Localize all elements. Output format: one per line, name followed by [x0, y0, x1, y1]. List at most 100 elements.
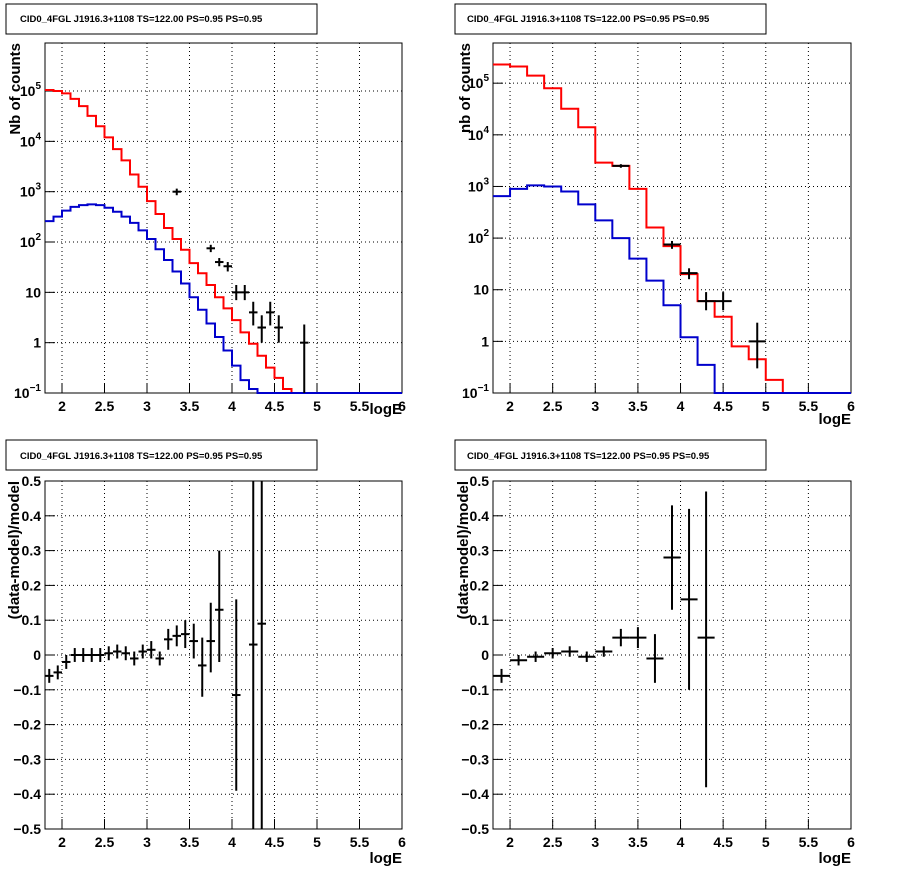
data-point: [206, 244, 215, 253]
x-tick-label: 3: [143, 834, 151, 850]
x-tick-label: 5: [762, 398, 770, 414]
y-tick-labels: 10−1 1 10 102 103 104 105: [462, 73, 489, 401]
data-point: [53, 665, 62, 680]
x-tick-label: 4: [228, 398, 236, 414]
x-tick-label: 6: [398, 398, 406, 414]
x-tick-label: 2: [58, 834, 66, 850]
data-point: [104, 646, 113, 661]
y-tick-label: 0: [481, 647, 489, 663]
y-tick-label: 0: [33, 647, 41, 663]
plot-title: CID0_4FGL J1916.3+1108 TS=122.00 PS=0.95…: [467, 451, 710, 462]
x-tick-label: 3: [143, 398, 151, 414]
x-tick-label: 4: [228, 834, 236, 850]
plot-title: CID0_4FGL J1916.3+1108 TS=122.00 PS=0.95…: [20, 451, 263, 462]
data-point: [578, 651, 596, 662]
x-axis-label: logE: [819, 850, 852, 867]
data-point: [612, 628, 630, 647]
data-point: [257, 315, 266, 343]
y-tick-labels: −0.5 −0.4 −0.3 −0.2 −0.1 0 0.1 0.2 0.3 0.4 0.5: [461, 473, 489, 837]
x-tick-label: 2: [506, 834, 514, 850]
x-tick-label: 6: [847, 398, 855, 414]
y-tick-label: 104: [468, 125, 490, 143]
data-point: [198, 637, 207, 697]
x-tick-label: 5: [313, 834, 321, 850]
data-point: [130, 651, 139, 666]
grid: [45, 43, 403, 394]
panel-counts-right: CID0_4FGL J1916.3+1108 TS=122.00 PS=0.95…: [454, 3, 855, 428]
x-tick-labels: 2 2.5 3 3.5 4 4.5 5 5.5 6: [58, 398, 406, 414]
data-point: [164, 628, 173, 650]
x-tick-label: 4.5: [265, 398, 285, 414]
y-tick-label: −0.3: [461, 751, 489, 767]
y-tick-label: −0.4: [461, 786, 489, 802]
data-point: [249, 301, 258, 326]
y-tick-label: 10: [25, 284, 41, 300]
data-point: [697, 491, 715, 788]
y-tick-label: 105: [20, 81, 42, 99]
x-tick-label: 5.5: [799, 834, 819, 850]
data-point: [96, 648, 105, 662]
y-axis-label: (data-model)/model: [6, 481, 23, 619]
data-point: [249, 481, 258, 829]
data-point: [274, 315, 283, 343]
data-point: [62, 655, 71, 669]
y-tick-label: 105: [468, 73, 490, 91]
y-tick-label: 0.4: [22, 508, 42, 524]
y-tick-label: 1: [33, 335, 41, 351]
plot-frame: [492, 42, 852, 394]
panel-residuals-left: CID0_4FGL J1916.3+1108 TS=122.00 PS=0.95…: [5, 439, 406, 867]
data-point: [629, 627, 647, 649]
x-tick-labels: 2 2.5 3 3.5 4 4.5 5 5.5 6: [506, 834, 855, 850]
x-tick-label: 5.5: [350, 398, 370, 414]
data-point: [172, 625, 181, 647]
data-point: [510, 655, 528, 666]
y-tick-label: 10−1: [14, 383, 41, 401]
data-point: [748, 322, 766, 369]
y-tick-label: 104: [20, 131, 42, 149]
data-point: [155, 651, 164, 666]
x-tick-label: 2: [58, 398, 66, 414]
y-tick-label: 0.2: [22, 577, 42, 593]
y-tick-label: 0.3: [470, 543, 490, 559]
y-tick-label: −0.1: [13, 682, 41, 698]
panel-residuals-right: CID0_4FGL J1916.3+1108 TS=122.00 PS=0.95…: [454, 439, 855, 867]
x-tick-label: 4.5: [713, 398, 733, 414]
data-point: [181, 620, 190, 649]
data-point: [215, 550, 224, 662]
title-box: [5, 3, 318, 35]
data-point: [113, 644, 122, 659]
x-tick-label: 2.5: [95, 834, 115, 850]
y-tick-label: 103: [468, 176, 490, 194]
data-points: [172, 188, 309, 393]
grid: [493, 480, 852, 830]
x-tick-label: 3: [591, 398, 599, 414]
data-point: [680, 508, 698, 690]
data-point: [223, 262, 232, 272]
data-point: [147, 641, 156, 659]
data-point: [79, 648, 88, 662]
y-tick-label: 0.5: [22, 473, 42, 489]
x-tick-label: 5: [762, 834, 770, 850]
data-point: [646, 634, 664, 683]
y-tick-label: 102: [468, 228, 490, 246]
y-tick-label: 102: [20, 232, 42, 250]
y-tick-label: 0.1: [470, 612, 490, 628]
x-tick-label: 4.5: [713, 834, 733, 850]
x-tick-label: 3.5: [180, 398, 200, 414]
x-tick-label: 4: [677, 398, 685, 414]
y-tick-label: −0.4: [13, 786, 41, 802]
plot-frame: [44, 42, 403, 394]
data-point: [714, 292, 732, 311]
x-tick-label: 5.5: [350, 834, 370, 850]
data-point: [697, 292, 715, 311]
y-tick-label: −0.1: [461, 682, 489, 698]
grid: [493, 43, 852, 394]
y-tick-label: −0.2: [461, 717, 489, 733]
data-point: [561, 646, 579, 657]
series-group: [45, 88, 402, 394]
data-points: [45, 481, 266, 829]
y-tick-labels: −0.5 −0.4 −0.3 −0.2 −0.1 0 0.1 0.2 0.3 0.4 0.5: [13, 473, 41, 837]
data-point: [663, 505, 681, 610]
y-axis-label: nb of counts: [457, 43, 474, 133]
